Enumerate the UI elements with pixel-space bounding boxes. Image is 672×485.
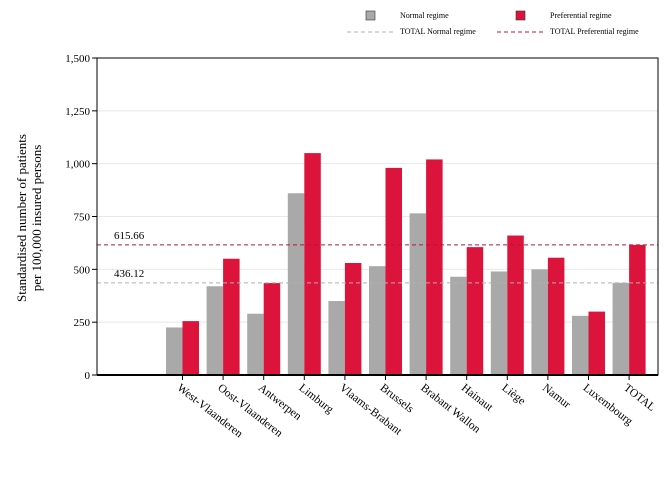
x-tick-labels: West-VlaanderenOost-VlaanderenAntwerpenL… <box>175 375 657 440</box>
y-tick-label: 1,000 <box>65 159 90 171</box>
legend-label-normal: Normal regime <box>400 11 449 20</box>
bar-preferential-west-vlaanderen <box>182 321 199 375</box>
legend-label-total-preferential: TOTAL Preferential regime <box>550 27 639 36</box>
x-tick-label: Namur <box>540 382 573 411</box>
bar-normal-total <box>612 282 630 375</box>
bar-preferential-vlaams-brabant <box>344 262 362 375</box>
bar-normal-vlaams-brabant <box>328 301 345 375</box>
x-tick-label: Brussels <box>378 382 417 416</box>
bar-preferential-oost-vlaanderen <box>223 258 240 375</box>
bar-preferential-namur <box>547 257 565 375</box>
y-axis-label: Standardised number of patients per 100,… <box>14 134 44 302</box>
bar-normal-brussels <box>369 266 386 375</box>
bars <box>166 153 646 375</box>
y-axis-label-line-1: Standardised number of patients <box>14 134 29 302</box>
total-preferential-value-label: 615.66 <box>114 230 145 242</box>
legend: Normal regime Preferential regime TOTAL … <box>347 10 639 36</box>
bar-normal-hainaut <box>450 276 467 375</box>
legend-swatch-preferential <box>515 10 526 21</box>
bar-normal-antwerpen <box>247 313 264 375</box>
y-tick-label: 250 <box>74 317 91 329</box>
bar-preferential-hainaut <box>466 247 484 375</box>
bar-preferential-luxembourg <box>588 311 605 375</box>
y-axis-label-line-2: per 100,000 insured persons <box>29 145 44 292</box>
bar-normal-li-ge <box>490 271 508 375</box>
bar-preferential-total <box>629 244 646 375</box>
y-tick-label: 750 <box>74 212 91 224</box>
bar-normal-west-vlaanderen <box>166 327 183 375</box>
y-tick-label: 0 <box>85 370 91 382</box>
bar-preferential-brabant-wallon <box>426 159 443 375</box>
y-tick-label: 1,250 <box>65 106 90 118</box>
bar-preferential-limburg <box>304 153 321 375</box>
legend-label-preferential: Preferential regime <box>550 11 612 20</box>
x-tick-label: Liège <box>499 382 527 408</box>
x-tick-label: TOTAL <box>621 382 657 414</box>
bar-normal-limburg <box>287 193 305 375</box>
y-tick-label: 500 <box>74 264 91 276</box>
bar-normal-namur <box>531 269 548 375</box>
reference-lines: 436.12 615.66 <box>97 230 658 284</box>
bar-normal-luxembourg <box>572 315 589 375</box>
y-tick-label: 1,500 <box>65 53 90 65</box>
bar-preferential-antwerpen <box>263 283 281 375</box>
x-tick-label: Hainaut <box>459 382 496 414</box>
bar-preferential-brussels <box>385 167 402 375</box>
legend-swatch-normal <box>365 10 376 21</box>
total-normal-value-label: 436.12 <box>114 268 144 280</box>
bar-normal-oost-vlaanderen <box>206 286 224 375</box>
x-tick-label: Limburg <box>296 382 335 416</box>
bar-preferential-li-ge <box>507 235 524 375</box>
bar-normal-brabant-wallon <box>409 213 427 375</box>
y-ticks: 0 250 500 750 1,000 1,250 1,500 <box>65 53 97 382</box>
legend-label-total-normal: TOTAL Normal regime <box>400 27 476 36</box>
